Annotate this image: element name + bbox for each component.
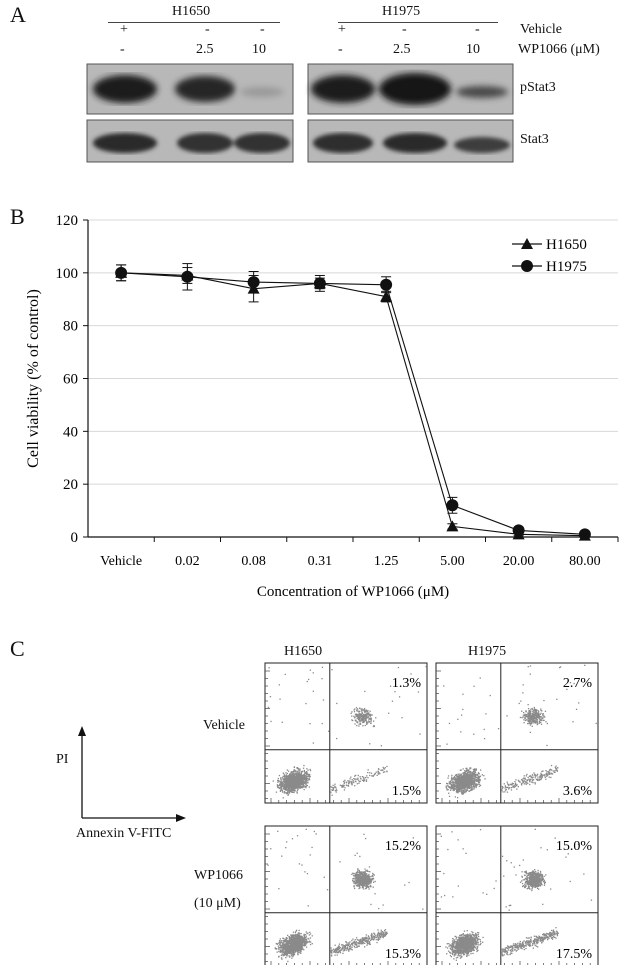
- data-point-h1975: [181, 270, 194, 283]
- y-tick-label: 60: [63, 372, 78, 388]
- h1975-vehicle-lane1: +: [338, 22, 346, 37]
- data-point-h1975: [446, 499, 459, 512]
- group-h1650-line: [108, 22, 280, 23]
- data-point-h1975: [247, 276, 260, 289]
- data-point-h1650: [446, 520, 459, 532]
- h1975-dose-lane1: -: [338, 42, 343, 57]
- vehicle-row-label: Vehicle: [520, 22, 562, 37]
- upper-right-percentage: 2.7%: [563, 676, 593, 691]
- x-tick-label: 80.00: [569, 554, 601, 569]
- flow-axis-pi: PI: [56, 752, 69, 767]
- flow-col-h1650: H1650: [284, 644, 323, 659]
- h1650-dose-lane2: 2.5: [196, 42, 214, 57]
- h1650-vehicle-lane1: +: [120, 22, 128, 37]
- x-tick-label: 1.25: [374, 554, 399, 569]
- legend-circle-icon: [521, 260, 533, 272]
- x-axis-label: Concentration of WP1066 (μM): [257, 584, 449, 600]
- panel-c-letter: C: [10, 636, 25, 661]
- flow-plot: 15.0% 17.5%: [435, 825, 599, 965]
- legend-triangle-icon: [521, 238, 533, 249]
- flow-dots: [440, 828, 593, 961]
- x-tick-label: 0.02: [175, 554, 200, 569]
- h1975-dose-lane2: 2.5: [393, 42, 411, 57]
- series-line-h1650: [121, 272, 585, 537]
- x-tick-label: 0.31: [308, 554, 333, 569]
- data-point-h1650: [380, 290, 393, 302]
- flow-dots: [267, 828, 424, 963]
- x-tick-label: 0.08: [241, 554, 266, 569]
- panel-b-letter: B: [10, 204, 25, 229]
- flow-plot: 15.2% 15.3%: [264, 825, 428, 965]
- h1650-vehicle-lane3: -: [260, 22, 265, 37]
- group-h1650-label: H1650: [172, 4, 211, 19]
- western-blot-image: [86, 63, 514, 163]
- data-point-h1975: [578, 528, 591, 541]
- lower-right-percentage: 3.6%: [563, 784, 593, 799]
- lower-right-percentage: 1.5%: [392, 784, 422, 799]
- y-tick-label: 100: [56, 266, 79, 282]
- flow-row-dose: (10 μM): [194, 896, 241, 911]
- flow-dots: [443, 664, 597, 799]
- h1975-vehicle-lane3: -: [475, 22, 480, 37]
- lower-right-percentage: 17.5%: [556, 947, 593, 962]
- y-tick-label: 80: [63, 319, 78, 335]
- flow-plot: 1.3% 1.5%: [264, 662, 428, 804]
- legend-label-h1650: H1650: [546, 237, 587, 253]
- y-tick-label: 0: [71, 530, 79, 546]
- flow-plot: 2.7% 3.6%: [435, 662, 599, 804]
- flow-row-wp1066: WP1066: [194, 868, 243, 883]
- flow-axis-annexin: Annexin V-FITC: [76, 826, 172, 841]
- x-tick-label: 20.00: [503, 554, 535, 569]
- y-axis-label: Cell viability (% of control): [25, 289, 42, 468]
- stat3-label: Stat3: [520, 132, 549, 147]
- upper-right-percentage: 15.2%: [385, 839, 422, 854]
- flow-col-h1975: H1975: [468, 644, 507, 659]
- y-tick-label: 40: [63, 424, 78, 440]
- y-tick-label: 120: [56, 213, 79, 229]
- data-point-h1975: [380, 278, 393, 291]
- group-h1975-label: H1975: [382, 4, 421, 19]
- series-line-h1975: [121, 272, 585, 535]
- x-tick-label: Vehicle: [100, 554, 142, 569]
- data-point-h1975: [313, 277, 326, 290]
- y-tick-label: 20: [63, 477, 78, 493]
- h1650-dose-lane1: -: [120, 42, 125, 57]
- panel-a-letter: A: [10, 2, 26, 27]
- arrow-right-icon: [176, 814, 186, 822]
- flow-row-vehicle: Vehicle: [203, 718, 245, 733]
- lower-right-percentage: 15.3%: [385, 947, 422, 962]
- h1975-vehicle-lane2: -: [402, 22, 407, 37]
- h1975-dose-lane3: 10: [466, 42, 480, 57]
- dose-row-label: WP1066 (μM): [518, 42, 600, 57]
- pstat3-label: pStat3: [520, 80, 556, 95]
- arrow-up-icon: [78, 726, 86, 736]
- upper-right-percentage: 15.0%: [556, 839, 593, 854]
- legend-label-h1975: H1975: [546, 259, 587, 275]
- flow-dots: [267, 665, 427, 799]
- data-point-h1975: [512, 524, 525, 537]
- group-h1975-line: [338, 22, 498, 23]
- flow-axes-legend: [78, 726, 186, 822]
- h1650-vehicle-lane2: -: [205, 22, 210, 37]
- cell-viability-chart: 0 20 40 60 80 100 120 Vehicle 0.02 0.08 0.31 1.25 5.…: [25, 213, 619, 600]
- data-point-h1975: [115, 266, 128, 279]
- x-tick-label: 5.00: [440, 554, 465, 569]
- h1650-dose-lane3: 10: [252, 42, 266, 57]
- upper-right-percentage: 1.3%: [392, 676, 422, 691]
- flow-cytometry-plots: 1.3% 1.5% 2.7% 3.6% 15.2% 15.3% 15.0% 17.5%: [264, 662, 599, 965]
